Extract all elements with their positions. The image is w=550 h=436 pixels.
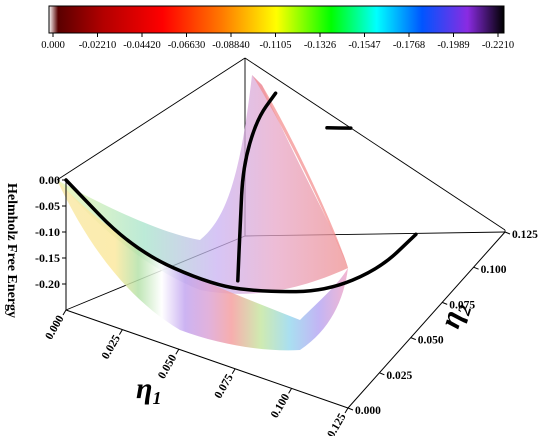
box-edge-back-top — [56, 57, 246, 181]
y-tick — [473, 266, 479, 270]
colorbar: 0.000 -0.02210 -0.04420 -0.06630 -0.08840 -0.… — [41, 5, 514, 51]
x-tick — [175, 348, 180, 355]
z-axis-title: Helmholz Free Energy — [4, 183, 19, 318]
colorbar-tick-label: -0.04420 — [123, 40, 161, 51]
x-tick-label: 0.000 — [43, 313, 66, 342]
colorbar-tick-label: -0.08840 — [212, 40, 250, 51]
x-tick-label: 0.025 — [100, 333, 123, 362]
colorbar-ticks: 0.000 -0.02210 -0.04420 -0.06630 -0.08840 -0.… — [41, 33, 514, 51]
colorbar-tick-label: -0.1768 — [393, 40, 425, 51]
y-tick — [347, 407, 354, 411]
z-tick-label: -0.20 — [35, 277, 60, 291]
x-axis-line — [65, 309, 349, 409]
colorbar-tick-label: -0.02210 — [79, 40, 117, 51]
axes — [65, 180, 506, 409]
x-axis-title: η1 — [136, 372, 161, 408]
colorbar-tick-label: -0.1105 — [260, 40, 292, 51]
y-tick-label: 0.100 — [481, 264, 507, 276]
z-tick-label: -0.15 — [35, 251, 60, 265]
x-tick — [231, 368, 236, 375]
y-tick — [442, 301, 448, 305]
z-tick-label: 0.00 — [39, 173, 60, 187]
colorbar-tick-label: -0.1547 — [348, 40, 380, 51]
y-tick — [504, 231, 511, 235]
y-tick-label: 0.050 — [418, 335, 444, 347]
x-tick — [288, 388, 293, 394]
colorbar-tick-label: -0.1989 — [437, 40, 469, 51]
y-tick — [410, 337, 416, 341]
box-edge-back-right-top — [244, 57, 506, 231]
colorbar-tick-label: 0.000 — [41, 40, 65, 51]
z-tick-label: -0.10 — [35, 225, 60, 239]
colorbar-gradient — [48, 5, 505, 34]
z-axis-ticks: 0.00 -0.05 -0.10 -0.15 -0.20 — [35, 173, 66, 291]
x-tick — [344, 407, 349, 414]
colorbar-tick-label: -0.1326 — [304, 40, 336, 51]
y-tick-label: 0.075 — [449, 299, 475, 311]
y-tick-label: 0.025 — [386, 370, 412, 382]
x-tick-label: 0.050 — [156, 352, 179, 381]
x-tick-label: 0.100 — [269, 392, 292, 421]
surface-back-sheet — [57, 75, 348, 294]
z-tick-label: -0.05 — [35, 199, 60, 213]
x-tick — [62, 309, 67, 316]
y-tick-label: 0.000 — [355, 405, 381, 417]
x-tick-label: 0.125 — [325, 411, 348, 436]
surface-front-sheet — [57, 180, 348, 351]
x-tick — [118, 329, 123, 335]
surface — [57, 75, 348, 351]
y-tick — [379, 372, 385, 376]
colorbar-tick-label: -0.06630 — [168, 40, 206, 51]
y-tick-label: 0.125 — [512, 229, 538, 241]
y-axis-ticks: 0.000 0.025 0.050 0.075 0.100 0.125 — [347, 229, 538, 417]
trajectory-paths — [64, 91, 418, 294]
y-axis-line — [347, 231, 506, 409]
trajectory-path — [64, 178, 418, 294]
trajectory-path — [236, 91, 278, 283]
x-tick-label: 0.075 — [212, 372, 235, 401]
colorbar-tick-label: -0.2210 — [482, 40, 514, 51]
